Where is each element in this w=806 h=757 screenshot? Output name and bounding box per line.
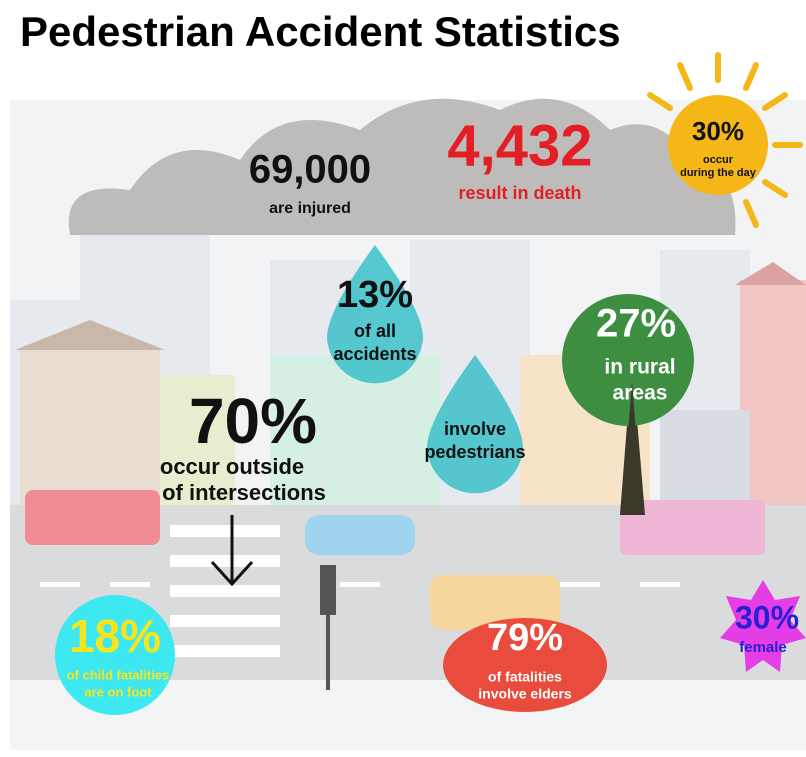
- stat-label: are on foot: [84, 684, 152, 699]
- stat-label: involve elders: [478, 686, 572, 702]
- stat-label: accidents: [333, 344, 416, 364]
- stat-label: during the day: [680, 167, 757, 179]
- stat-value: 27%: [596, 302, 676, 346]
- scene: [10, 52, 806, 750]
- stat-label: in rural: [604, 356, 675, 379]
- stat-label: pedestrians: [424, 442, 525, 462]
- stat-label: of fatalities: [488, 669, 562, 685]
- stat-value: 13%: [337, 274, 413, 316]
- stat-label: female: [739, 639, 787, 656]
- stat-label: occur: [703, 154, 734, 166]
- stat-value: 70%: [189, 385, 317, 457]
- stat-label: are injured: [269, 200, 351, 217]
- stat-label: result in death: [458, 183, 581, 203]
- stat-value: 69,000: [249, 148, 371, 192]
- stat-label: of intersections: [162, 480, 326, 505]
- stat-value: 79%: [487, 617, 563, 659]
- stat-value: 30%: [692, 116, 744, 146]
- stat-label: involve: [444, 419, 506, 439]
- stat-label: occur outside: [160, 454, 304, 479]
- stat-value: 30%: [735, 599, 799, 635]
- stat-label: areas: [613, 382, 668, 405]
- stat-value: 4,432: [447, 113, 592, 178]
- stat-label: of all: [354, 321, 396, 341]
- stat-label: of child fatalities: [67, 667, 170, 682]
- stat-value: 18%: [69, 610, 161, 662]
- title: Pedestrian Accident Statistics: [20, 8, 621, 55]
